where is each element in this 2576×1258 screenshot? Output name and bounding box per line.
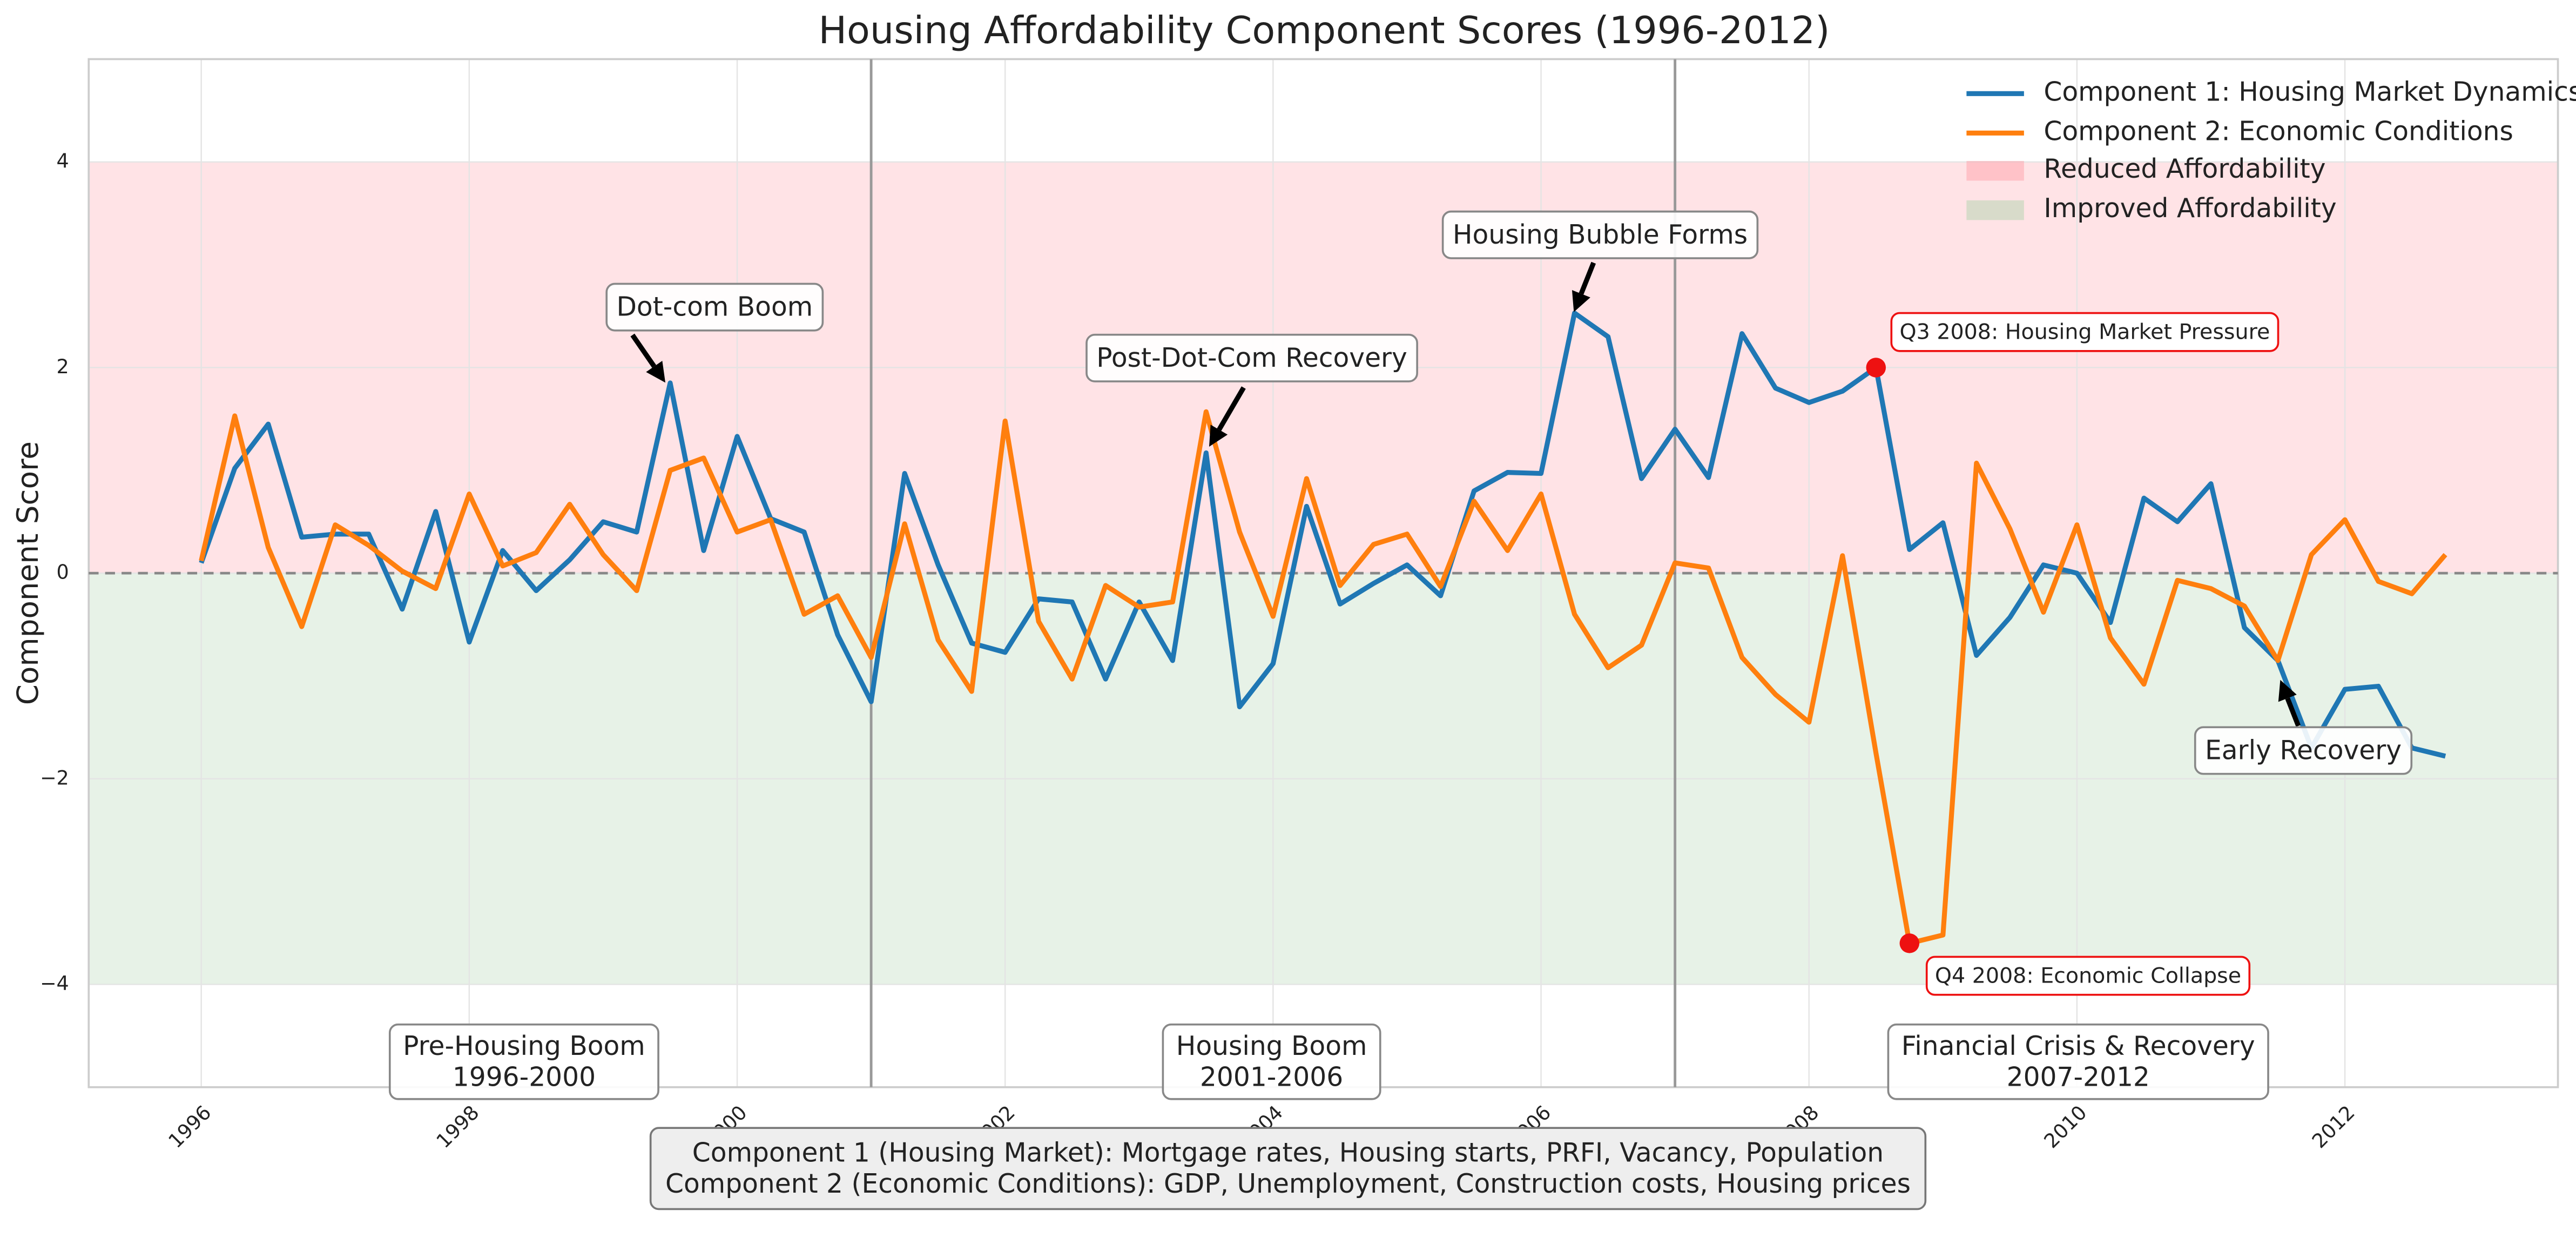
- annotation-arrowhead: [1209, 425, 1228, 447]
- legend-label: Improved Affordability: [2044, 193, 2336, 224]
- legend-label: Component 1: Housing Market Dynamics: [2044, 77, 2576, 107]
- footnote-line: Component 1 (Housing Market): Mortgage r…: [692, 1138, 1884, 1168]
- annotation-label: Post-Dot-Com Recovery: [1096, 343, 1407, 373]
- y-tick-label: 2: [57, 355, 69, 378]
- highlight-label: Q4 2008: Economic Collapse: [1935, 964, 2241, 988]
- highlight-box: [1925, 956, 2251, 996]
- annotation-arrow: [1579, 261, 1596, 295]
- period-box: [1162, 1023, 1381, 1100]
- y-tick-label: 0: [57, 561, 69, 584]
- annotation-arrow: [1217, 386, 1246, 431]
- period-span: 1996-2000: [453, 1062, 596, 1093]
- annotation-arrow: [2285, 697, 2301, 727]
- annotation-arrow: [630, 333, 657, 368]
- annotation-box: [1441, 210, 1759, 259]
- y-axis-label: Component Score: [10, 441, 45, 705]
- annotation-arrowhead: [1572, 290, 1590, 312]
- annotation-box: [2194, 726, 2413, 775]
- annotation-label: Housing Bubble Forms: [1453, 220, 1748, 250]
- x-tick-label: 1998: [431, 1101, 483, 1153]
- highlight-box: [1890, 312, 2280, 352]
- highlight-point: [1866, 358, 1886, 378]
- legend-swatch: [1966, 200, 2024, 220]
- period-name: Financial Crisis & Recovery: [1901, 1031, 2255, 1061]
- legend-swatch: [1966, 160, 2024, 181]
- footnote-line: Component 2 (Economic Conditions): GDP, …: [665, 1169, 1911, 1199]
- period-span: 2007-2012: [2007, 1062, 2150, 1093]
- annotation-arrowhead: [646, 361, 666, 383]
- legend-label: Component 2: Economic Conditions: [2044, 116, 2513, 146]
- annotation-label: Early Recovery: [2205, 736, 2402, 766]
- x-tick-label: 2012: [2308, 1101, 2359, 1153]
- period-box: [1887, 1023, 2269, 1100]
- y-tick-label: 4: [57, 149, 69, 172]
- period-span: 2001-2006: [1200, 1062, 1343, 1093]
- highlight-label: Q3 2008: Housing Market Pressure: [1900, 320, 2270, 345]
- annotation-label: Dot-com Boom: [616, 292, 813, 322]
- y-tick-label: −2: [40, 766, 69, 789]
- x-tick-label: 1996: [164, 1101, 215, 1153]
- highlight-point: [1899, 933, 1920, 953]
- annotation-box: [605, 282, 824, 332]
- annotation-arrowhead: [2278, 680, 2297, 702]
- period-name: Housing Boom: [1176, 1031, 1367, 1061]
- x-tick-label: 2010: [2040, 1101, 2092, 1153]
- legend-label: Reduced Affordability: [2044, 154, 2325, 184]
- period-box: [388, 1023, 659, 1100]
- annotation-box: [1085, 333, 1418, 382]
- footnote-box: [649, 1127, 1927, 1210]
- y-tick-label: −4: [40, 972, 69, 995]
- series-line: [199, 311, 2446, 759]
- chart-title: Housing Affordability Component Scores (…: [818, 9, 1830, 52]
- series-line: [199, 409, 2447, 946]
- period-name: Pre-Housing Boom: [403, 1031, 645, 1061]
